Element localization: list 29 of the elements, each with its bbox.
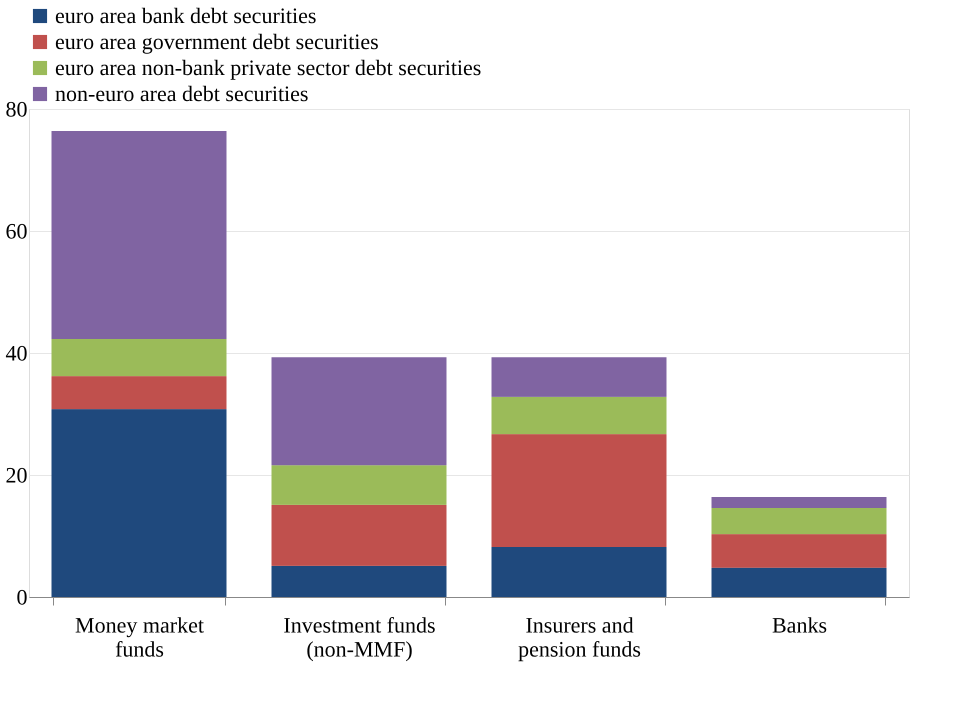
bar (272, 504, 446, 566)
bar (712, 508, 886, 534)
bar (492, 434, 666, 547)
legend-label: euro area bank debt securities (55, 3, 316, 28)
bar (52, 130, 226, 339)
bar (272, 357, 446, 466)
bar (272, 566, 446, 597)
bar (492, 546, 666, 597)
legend-label: euro area government debt securities (55, 29, 379, 54)
y-tick-label: 80 (6, 96, 28, 122)
y-tick-label: 0 (16, 584, 28, 610)
bar (712, 496, 886, 508)
y-tick-label: 40 (6, 340, 28, 366)
x-tick-label: Banks (772, 612, 827, 638)
bar (712, 534, 886, 568)
x-tick-label: Money market funds (75, 612, 204, 662)
bar (492, 396, 666, 434)
bar (52, 409, 226, 597)
bar (52, 338, 226, 376)
bar (272, 465, 446, 505)
legend-label: euro area non-bank private sector debt securities (55, 55, 482, 80)
x-tick-label: Insurers and pension funds (518, 612, 641, 662)
y-tick-label: 20 (6, 462, 28, 488)
x-tick-label: Investment funds (non-MMF) (283, 612, 436, 662)
bar (712, 568, 886, 597)
y-tick-label: 60 (6, 218, 28, 244)
bar (492, 357, 666, 397)
bar (52, 376, 226, 410)
legend-label: non-euro area debt securities (55, 81, 308, 106)
